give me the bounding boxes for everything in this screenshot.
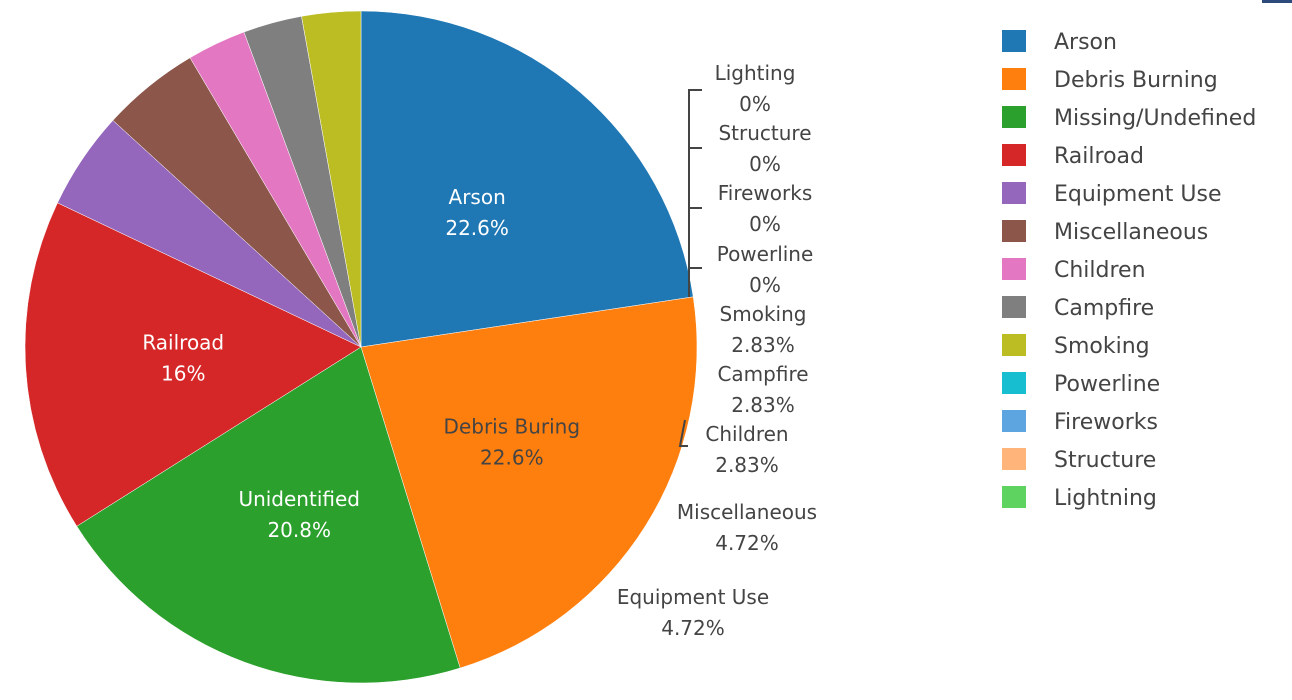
slice-label-campfire: Campfire 2.83% — [717, 362, 808, 417]
legend-item-railroad[interactable]: Railroad — [1002, 144, 1144, 169]
legend-swatch — [1002, 296, 1026, 318]
legend-swatch — [1002, 334, 1026, 356]
legend-label: Children — [1054, 258, 1146, 283]
legend-item-campfire[interactable]: Campfire — [1002, 296, 1154, 321]
legend-label: Fireworks — [1054, 410, 1158, 435]
legend-item-debris-burning[interactable]: Debris Burning — [1002, 68, 1218, 93]
legend-label: Equipment Use — [1054, 182, 1222, 207]
slice-label-children: Children 2.83% — [705, 422, 788, 477]
legend-swatch — [1002, 258, 1026, 280]
slice-label-missing-undefined: Unidentified 20.8% — [238, 487, 360, 542]
legend-item-fireworks[interactable]: Fireworks — [1002, 410, 1158, 435]
legend-label: Smoking — [1054, 334, 1150, 359]
legend-label: Structure — [1054, 448, 1156, 473]
legend-item-structure[interactable]: Structure — [1002, 448, 1156, 473]
legend-swatch — [1002, 448, 1026, 470]
legend-item-lightning[interactable]: Lightning — [1002, 486, 1157, 511]
slice-smoking[interactable] — [301, 10, 362, 348]
legend-label: Missing/Undefined — [1054, 106, 1256, 131]
legend[interactable]: Arson Debris Burning Missing/Undefined Rail… — [1002, 30, 1256, 511]
slice-label-structure: Structure 0% — [718, 121, 811, 176]
legend-label: Railroad — [1054, 144, 1144, 169]
leader-lines — [678, 89, 702, 447]
legend-label: Lightning — [1054, 486, 1157, 511]
legend-item-miscellaneous[interactable]: Miscellaneous — [1002, 220, 1208, 245]
legend-swatch — [1002, 486, 1026, 508]
leader-lightning — [688, 89, 702, 297]
slice-railroad[interactable] — [24, 202, 362, 527]
slice-labels: Arson 22.6% Debris Buring 22.6% Unidentified… — [142, 61, 817, 640]
slice-label-equipment-use: Equipment Use 4.72% — [617, 585, 769, 640]
legend-label: Miscellaneous — [1054, 220, 1208, 245]
slice-label-smoking: Smoking 2.83% — [720, 302, 807, 357]
slice-arson[interactable] — [360, 10, 694, 348]
legend-item-powerline[interactable]: Powerline — [1002, 372, 1160, 397]
slice-label-railroad: Railroad 16% — [142, 331, 224, 386]
slice-label-miscellaneous: Miscellaneous 4.72% — [677, 500, 817, 555]
legend-swatch — [1002, 410, 1026, 432]
legend-swatch — [1002, 106, 1026, 128]
legend-swatch — [1002, 144, 1026, 166]
legend-swatch — [1002, 182, 1026, 204]
slice-label-fireworks: Fireworks 0% — [718, 181, 813, 236]
legend-label: Arson — [1054, 30, 1117, 55]
corner-mark — [1262, 0, 1292, 3]
legend-item-missing-undefined[interactable]: Missing/Undefined — [1002, 106, 1256, 131]
slice-missing-undefined[interactable] — [76, 346, 461, 684]
legend-swatch — [1002, 68, 1026, 90]
legend-swatch — [1002, 372, 1026, 394]
leader-children — [678, 419, 688, 447]
slice-label-debris-burning: Debris Buring 22.6% — [444, 415, 581, 470]
legend-item-children[interactable]: Children — [1002, 258, 1146, 283]
legend-swatch — [1002, 30, 1026, 52]
slice-debris-burning[interactable] — [360, 296, 698, 669]
legend-item-equipment-use[interactable]: Equipment Use — [1002, 182, 1222, 207]
legend-label: Campfire — [1054, 296, 1154, 321]
slice-label-arson: Arson 22.6% — [445, 185, 509, 240]
legend-item-arson[interactable]: Arson — [1002, 30, 1117, 55]
pie-slices — [24, 10, 698, 684]
legend-label: Debris Burning — [1054, 68, 1218, 93]
legend-label: Powerline — [1054, 372, 1160, 397]
legend-item-smoking[interactable]: Smoking — [1002, 334, 1150, 359]
slice-label-lightning: Lighting 0% — [715, 61, 796, 116]
slice-label-powerline: Powerline 0% — [717, 242, 814, 297]
legend-swatch — [1002, 220, 1026, 242]
